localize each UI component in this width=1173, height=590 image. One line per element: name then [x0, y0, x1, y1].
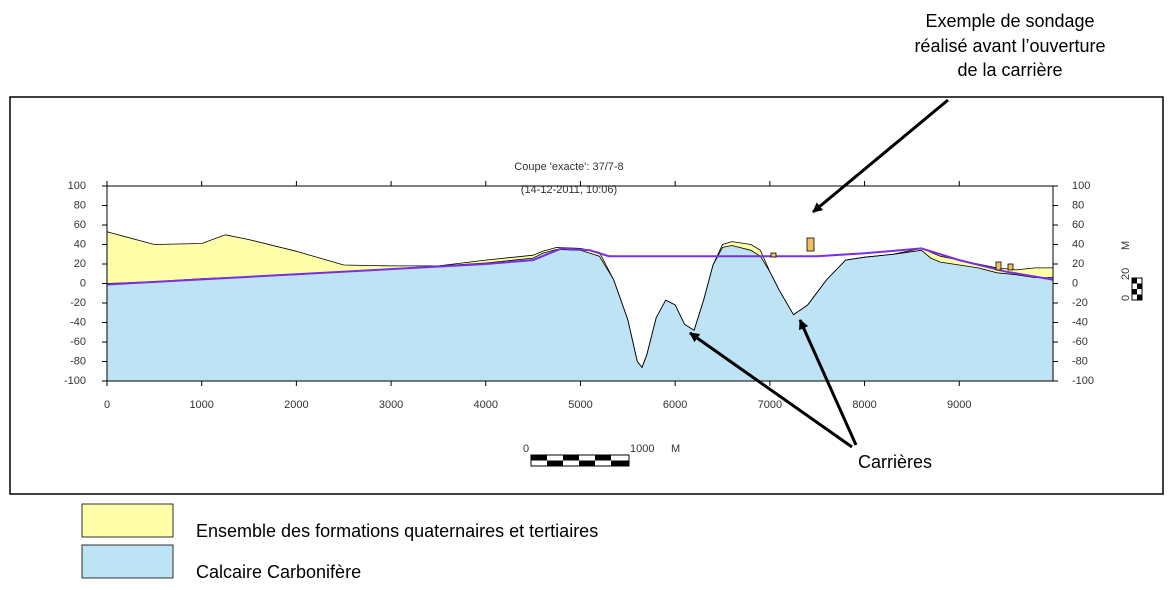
y-tick-label: -100: [64, 375, 86, 387]
y2-tick-label: 80: [1072, 199, 1084, 211]
legend: Ensemble des formations quaternaires et …: [82, 504, 598, 582]
scale-bar: [531, 455, 629, 466]
annotation: réalisé avant l’ouverture: [914, 36, 1105, 56]
legend-label: Ensemble des formations quaternaires et …: [196, 521, 598, 541]
x-tick-label: 6000: [663, 399, 687, 411]
annotation: Exemple de sondage: [925, 11, 1094, 31]
vertical-scale-unit: M: [1120, 241, 1132, 250]
y2-tick-label: -40: [1072, 316, 1088, 328]
borehole-mark: [996, 262, 1001, 270]
y-tick-label: 80: [74, 199, 86, 211]
vertical-scale-label: 20: [1120, 268, 1132, 280]
x-tick-label: 7000: [758, 399, 782, 411]
scale-label: 1000: [630, 443, 654, 455]
y-tick-label: 0: [80, 277, 86, 289]
y-tick-label: 60: [74, 219, 86, 231]
x-tick-label: 8000: [852, 399, 876, 411]
y2-tick-label: 40: [1072, 238, 1084, 250]
y-tick-label: -80: [70, 355, 86, 367]
y2-tick-label: 100: [1072, 180, 1090, 192]
legend-swatch: [82, 504, 173, 537]
x-tick-label: 0: [104, 399, 110, 411]
x-tick-label: 1000: [189, 399, 213, 411]
page: Coupe 'exacte': 37/7-8 (14-12-2011, 10:0…: [0, 0, 1173, 590]
scale-unit: M: [671, 443, 680, 455]
legend-swatch: [82, 545, 173, 578]
y-tick-label: 100: [68, 180, 86, 192]
y2-tick-label: 0: [1072, 277, 1078, 289]
y-tick-label: 40: [74, 238, 86, 250]
y2-tick-label: -100: [1072, 375, 1094, 387]
y-tick-label: -40: [70, 316, 86, 328]
borehole-mark: [1008, 264, 1013, 270]
y2-tick-label: -80: [1072, 355, 1088, 367]
y2-tick-label: -20: [1072, 297, 1088, 309]
x-tick-label: 9000: [947, 399, 971, 411]
scale-label: 0: [523, 443, 529, 455]
legend-label: Calcaire Carbonifère: [196, 562, 361, 582]
borehole-mark: [771, 253, 776, 257]
x-tick-label: 2000: [284, 399, 308, 411]
y-tick-label: -20: [70, 297, 86, 309]
x-tick-label: 4000: [474, 399, 498, 411]
annotation: Carrières: [858, 452, 932, 472]
x-tick-label: 5000: [568, 399, 592, 411]
y2-tick-label: -60: [1072, 336, 1088, 348]
vertical-scale-label: 0: [1120, 295, 1132, 301]
y2-tick-label: 20: [1072, 258, 1084, 270]
annotation: de la carrière: [957, 60, 1062, 80]
vertical-scale: [1132, 278, 1142, 300]
borehole-mark: [807, 238, 814, 251]
y2-tick-label: 60: [1072, 219, 1084, 231]
y-tick-label: 20: [74, 258, 86, 270]
x-tick-label: 3000: [379, 399, 403, 411]
y-tick-label: -60: [70, 336, 86, 348]
chart-title: Coupe 'exacte': 37/7-8: [514, 161, 623, 173]
